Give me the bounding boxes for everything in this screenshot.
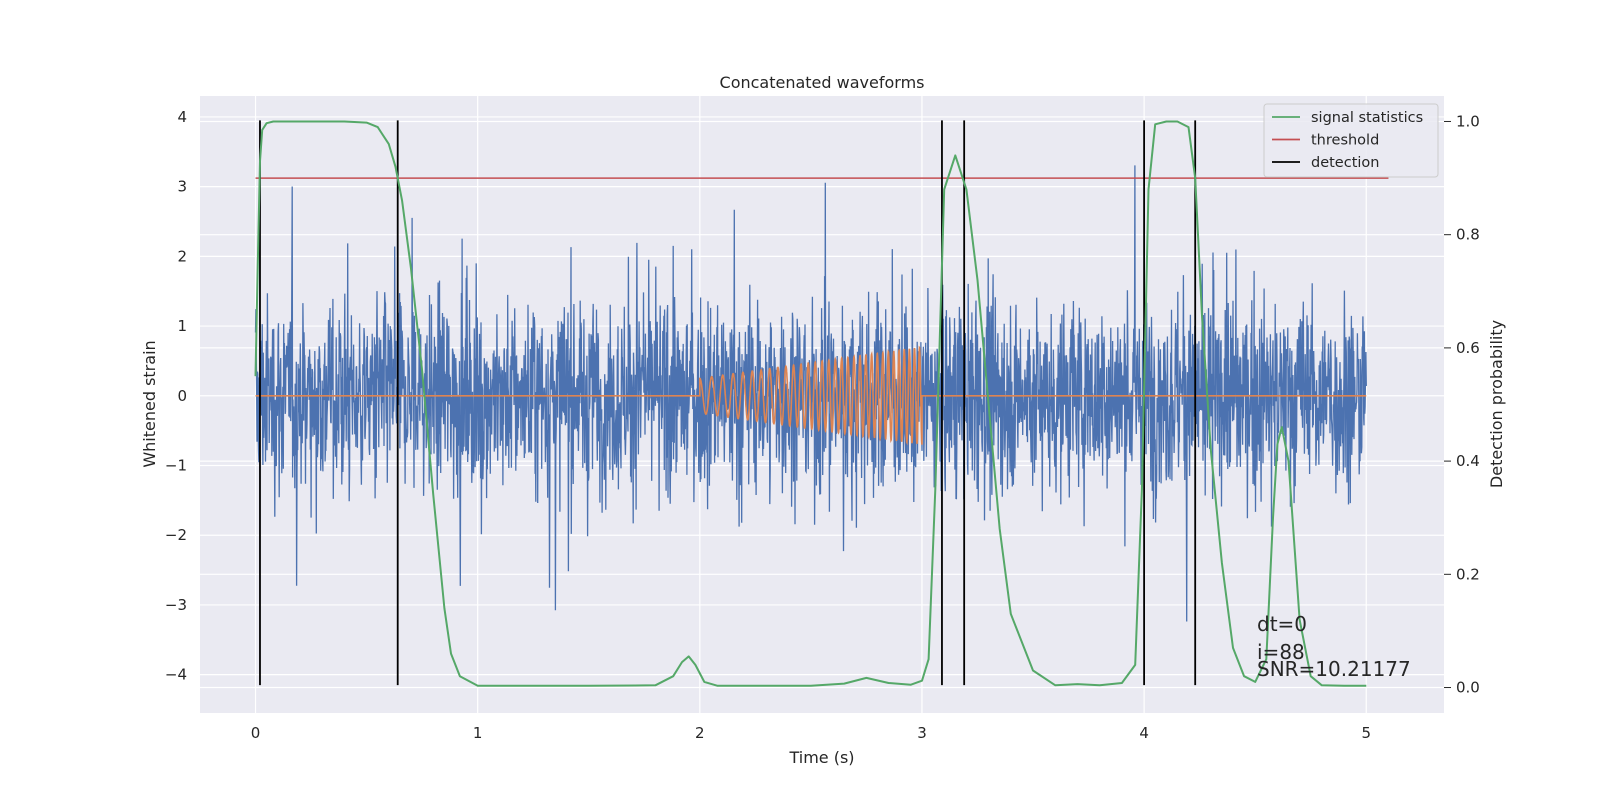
y2-tick-label: 0.4 bbox=[1456, 452, 1480, 470]
y-tick-label: −3 bbox=[165, 596, 187, 614]
y-tick-label: −2 bbox=[165, 526, 187, 544]
legend-label: signal statistics bbox=[1311, 110, 1423, 126]
y-tick-label: 0 bbox=[177, 387, 187, 405]
y2-tick-label: 0.0 bbox=[1456, 679, 1480, 697]
legend-box bbox=[1263, 103, 1439, 178]
y-tick-label: −1 bbox=[165, 457, 187, 475]
y-axis-label: Whitened strain bbox=[140, 340, 159, 467]
y-tick-label: 1 bbox=[177, 317, 187, 335]
annotation-dt: dt=0 bbox=[1257, 612, 1307, 636]
y-tick-label: 4 bbox=[177, 108, 187, 126]
y-tick-label: 3 bbox=[177, 178, 187, 196]
noise-trace bbox=[254, 165, 1367, 622]
x-tick-label: 1 bbox=[473, 724, 483, 742]
annotations: dt=0 i=88 SNR=10.21177 bbox=[1257, 612, 1411, 681]
y-tick-label: −4 bbox=[165, 666, 187, 684]
x-tick-label: 0 bbox=[251, 724, 261, 742]
y2-tick-label: 1.0 bbox=[1456, 112, 1480, 130]
legend-label: threshold bbox=[1311, 133, 1379, 149]
y-tick-label: 2 bbox=[177, 247, 187, 265]
injected-signal-trace bbox=[255, 345, 1367, 446]
chart-title: Concatenated waveforms bbox=[720, 73, 925, 92]
annotation-index: i=88 bbox=[1257, 640, 1305, 664]
y2-tick-label: 0.8 bbox=[1456, 226, 1480, 244]
y2-tick-label: 0.6 bbox=[1456, 339, 1480, 357]
x-tick-label: 4 bbox=[1139, 724, 1149, 742]
legend: signal statistics threshold detection bbox=[1263, 103, 1439, 178]
right-axis: 0.0 0.2 0.4 0.6 0.8 1.0 bbox=[1444, 112, 1480, 697]
x-axis-label: Time (s) bbox=[788, 748, 854, 767]
x-tick-label: 5 bbox=[1361, 724, 1371, 742]
plot-area bbox=[254, 120, 1389, 687]
legend-label: detection bbox=[1311, 155, 1379, 171]
left-axis: −4 −3 −2 −1 0 1 2 3 4 bbox=[165, 108, 187, 684]
x-axis: 0 1 2 3 4 5 bbox=[251, 724, 1371, 742]
y2-axis-label: Detection probability bbox=[1487, 320, 1506, 488]
x-tick-label: 3 bbox=[917, 724, 927, 742]
annotation-snr: SNR=10.21177 bbox=[1257, 657, 1411, 681]
signal-statistics-curve bbox=[254, 120, 1367, 687]
x-tick-label: 2 bbox=[695, 724, 705, 742]
y2-tick-label: 0.2 bbox=[1456, 565, 1480, 583]
